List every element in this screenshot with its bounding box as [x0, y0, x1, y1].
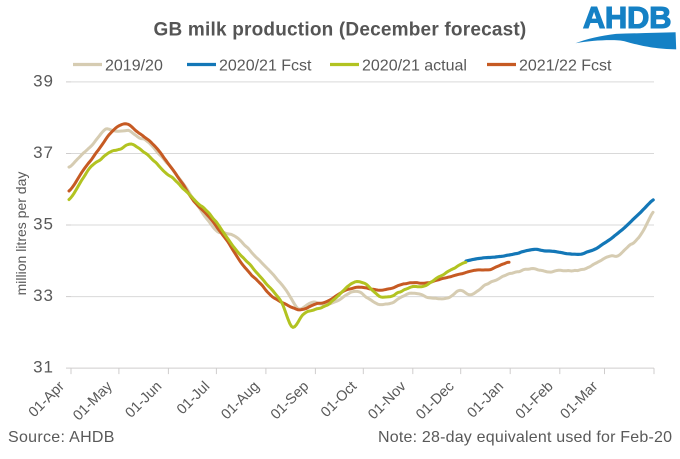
svg-text:39: 39	[33, 71, 54, 90]
svg-text:33: 33	[33, 286, 54, 305]
svg-text:37: 37	[33, 143, 54, 162]
svg-text:Source: AHDB: Source: AHDB	[8, 429, 115, 446]
svg-text:35: 35	[33, 215, 54, 234]
svg-text:2020/21 Fcst: 2020/21 Fcst	[219, 58, 312, 75]
svg-text:2021/22 Fcst: 2021/22 Fcst	[519, 58, 612, 75]
svg-text:AHDB: AHDB	[583, 0, 671, 35]
svg-text:2020/21 actual: 2020/21 actual	[362, 58, 467, 75]
svg-text:million litres per day: million litres per day	[13, 172, 29, 296]
svg-text:GB milk production (December f: GB milk production (December forecast)	[154, 20, 527, 41]
svg-text:Note: 28-day equivalent used: Note: 28-day equivalent used for Feb-20	[378, 429, 672, 446]
svg-text:2019/20: 2019/20	[105, 58, 163, 75]
svg-text:31: 31	[33, 358, 54, 377]
